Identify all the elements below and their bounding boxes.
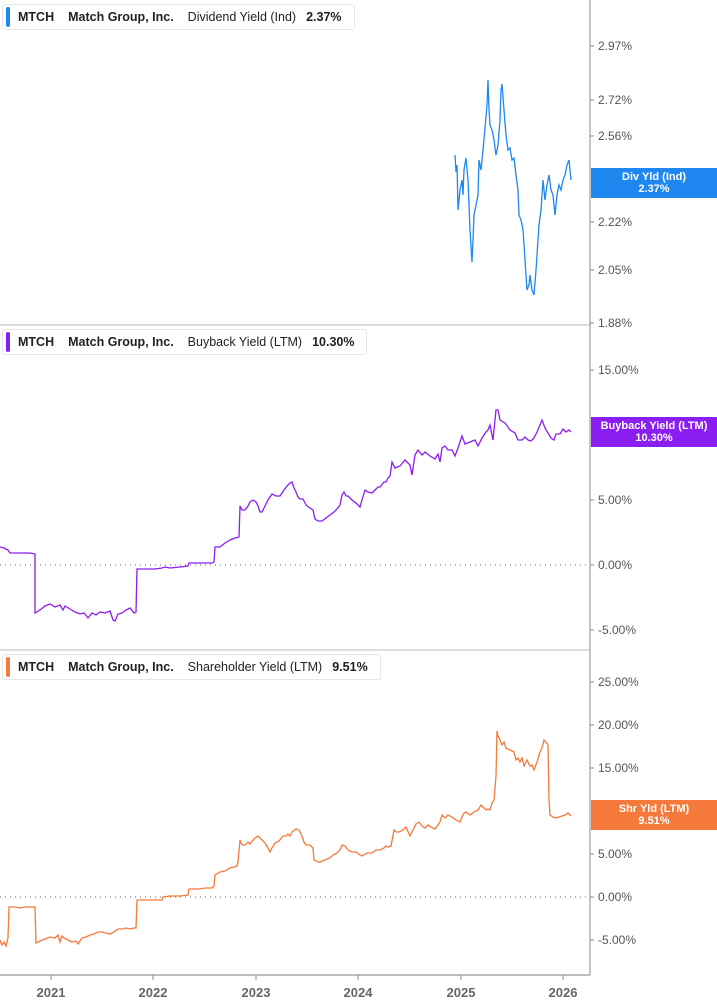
- svg-text:2025: 2025: [447, 985, 476, 1000]
- series-color-marker: [6, 7, 10, 27]
- y-axis-ticks-buyback: 15.00% 5.00% 0.00% -5.00%: [590, 363, 639, 637]
- legend-ticker: MTCH: [18, 10, 55, 24]
- legend-company: Match Group, Inc.: [68, 660, 174, 674]
- legend-ticker: MTCH: [18, 335, 55, 349]
- y-axis-ticks-dividend: 2.97% 2.72% 2.56% 2.22% 2.05% 1.88%: [590, 39, 632, 330]
- legend-value: 9.51%: [332, 660, 368, 674]
- legend-metric: Dividend Yield (Ind): [187, 10, 297, 24]
- svg-text:5.00%: 5.00%: [598, 847, 632, 861]
- legend-value: 10.30%: [312, 335, 355, 349]
- svg-text:-5.00%: -5.00%: [598, 933, 636, 947]
- svg-text:2024: 2024: [344, 985, 374, 1000]
- legend-dividend-yield: MTCH Match Group, Inc. Dividend Yield (I…: [2, 4, 355, 30]
- svg-text:2022: 2022: [139, 985, 168, 1000]
- svg-text:2.97%: 2.97%: [598, 39, 632, 53]
- flag-label: Shr Yld (LTM): [618, 803, 690, 815]
- dividend-yield-line: [454, 79, 572, 296]
- svg-text:2.05%: 2.05%: [598, 263, 632, 277]
- svg-text:5.00%: 5.00%: [598, 493, 632, 507]
- svg-text:2021: 2021: [37, 985, 66, 1000]
- legend-shareholder-yield: MTCH Match Group, Inc. Shareholder Yield…: [2, 654, 381, 680]
- svg-text:20.00%: 20.00%: [598, 718, 639, 732]
- legend-metric: Shareholder Yield (LTM): [187, 660, 323, 674]
- flag-label: Buyback Yield (LTM): [600, 420, 708, 432]
- svg-text:0.00%: 0.00%: [598, 890, 632, 904]
- svg-text:15.00%: 15.00%: [598, 761, 639, 775]
- svg-text:-5.00%: -5.00%: [598, 623, 636, 637]
- flag-value: 9.51%: [638, 815, 670, 827]
- legend-ticker: MTCH: [18, 660, 55, 674]
- series-color-marker: [6, 657, 10, 677]
- flag-value: 10.30%: [635, 432, 673, 444]
- legend-buyback-yield: MTCH Match Group, Inc. Buyback Yield (LT…: [2, 329, 368, 355]
- svg-text:15.00%: 15.00%: [598, 363, 639, 377]
- legend-company: Match Group, Inc.: [68, 10, 174, 24]
- svg-text:25.00%: 25.00%: [598, 675, 639, 689]
- legend-value: 2.37%: [306, 10, 342, 24]
- svg-text:2.22%: 2.22%: [598, 215, 632, 229]
- svg-text:2.56%: 2.56%: [598, 129, 632, 143]
- legend-metric: Buyback Yield (LTM): [187, 335, 303, 349]
- flag-value: 2.37%: [638, 183, 670, 195]
- last-value-flag-buyback: Buyback Yield (LTM) 10.30%: [591, 417, 717, 447]
- svg-text:2026: 2026: [549, 985, 578, 1000]
- series-color-marker: [6, 332, 10, 352]
- last-value-flag-shareholder: Shr Yld (LTM) 9.51%: [591, 800, 717, 830]
- svg-text:2.72%: 2.72%: [598, 93, 632, 107]
- buyback-yield-line: [0, 409, 572, 622]
- y-axis-ticks-shareholder: 25.00% 20.00% 15.00% 5.00% 0.00% -5.00%: [590, 675, 639, 947]
- shareholder-yield-line: [0, 730, 572, 948]
- svg-text:1.88%: 1.88%: [598, 316, 632, 330]
- svg-text:2023: 2023: [242, 985, 271, 1000]
- svg-text:0.00%: 0.00%: [598, 558, 632, 572]
- flag-label: Div Yld (Ind): [622, 171, 686, 183]
- legend-company: Match Group, Inc.: [68, 335, 174, 349]
- x-axis-ticks: 2021 2022 2023 2024 2025 2026: [37, 975, 578, 1000]
- last-value-flag-dividend: Div Yld (Ind) 2.37%: [591, 168, 717, 198]
